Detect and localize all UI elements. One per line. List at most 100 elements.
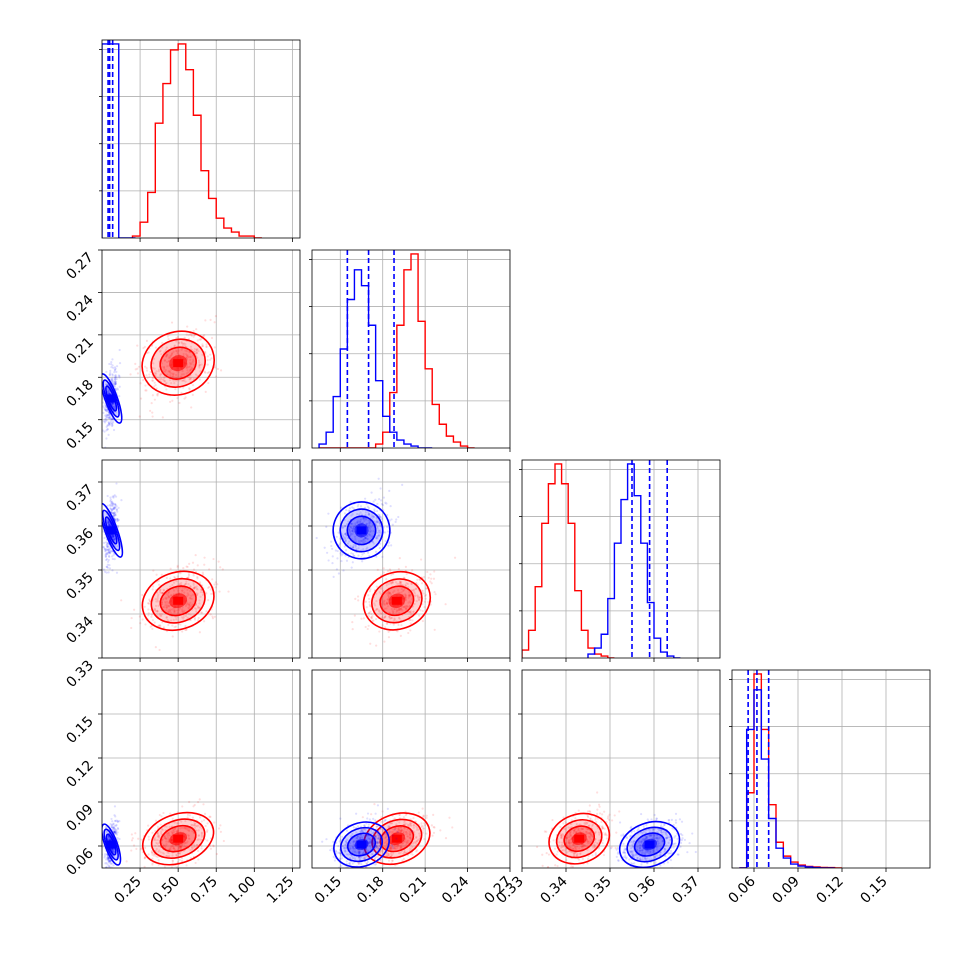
scatter-point — [212, 557, 215, 561]
scatter-point — [102, 420, 106, 423]
scatter-point — [352, 840, 355, 843]
scatter-point — [404, 595, 407, 599]
scatter-point — [367, 823, 370, 826]
scatter-point — [145, 367, 148, 370]
y-tick-label: 0.24 — [63, 292, 96, 325]
scatter-point — [112, 822, 115, 825]
scatter-point — [368, 600, 371, 604]
scatter-point — [184, 819, 187, 823]
scatter-point — [362, 851, 365, 855]
scatter-point — [146, 376, 149, 379]
scatter-point — [351, 529, 354, 533]
scatter-point — [165, 597, 168, 600]
scatter-point — [648, 850, 652, 853]
scatter-point — [610, 846, 613, 849]
scatter-point — [190, 597, 193, 600]
scatter-point — [359, 519, 362, 522]
scatter-point — [388, 822, 392, 825]
scatter-point — [166, 610, 170, 613]
scatter-point — [113, 366, 117, 369]
scatter-point — [390, 607, 393, 611]
contour-series-0 — [548, 812, 611, 865]
scatter-point — [354, 522, 357, 525]
scatter-point — [569, 839, 572, 842]
scatter-point — [176, 865, 179, 868]
scatter-point — [406, 605, 409, 609]
scatter-point — [350, 566, 353, 569]
scatter-point — [551, 818, 554, 822]
scatter-point — [118, 376, 121, 379]
scatter-point — [545, 851, 548, 855]
scatter-point — [357, 547, 360, 550]
histogram-series-1 — [587, 463, 681, 658]
scatter-point — [196, 843, 199, 847]
scatter-point — [165, 606, 168, 609]
scatter-point — [568, 832, 572, 835]
scatter-point — [196, 606, 199, 609]
scatter-point — [388, 593, 391, 596]
scatter-point — [547, 853, 551, 856]
scatter-point — [345, 523, 349, 526]
scatter-point — [402, 588, 406, 592]
scatter-point — [579, 852, 582, 855]
scatter-point — [103, 421, 107, 424]
scatter-point — [130, 616, 133, 620]
scatter-point — [358, 851, 361, 854]
scatter-point — [351, 522, 354, 526]
scatter-point — [375, 644, 378, 647]
scatter-point — [193, 616, 196, 620]
scatter-point — [164, 596, 167, 599]
scatter-point — [108, 416, 111, 420]
y-tick-label: 0.18 — [63, 377, 96, 410]
scatter-point — [412, 610, 415, 613]
scatter-point — [410, 582, 413, 585]
scatter-point — [167, 369, 170, 373]
scatter-point — [214, 581, 217, 584]
scatter-point — [597, 839, 600, 842]
scatter-point — [574, 846, 577, 849]
scatter-point — [171, 372, 174, 375]
scatter-point — [206, 358, 209, 362]
scatter-point — [190, 846, 193, 849]
scatter-point — [407, 824, 410, 827]
panel-content — [312, 460, 510, 658]
scatter-point — [185, 580, 188, 583]
scatter-point — [421, 825, 425, 828]
scatter-point — [105, 558, 108, 562]
scatter-point — [595, 820, 598, 824]
scatter-point — [164, 369, 168, 372]
scatter-point — [341, 844, 344, 848]
scatter-point — [375, 592, 378, 595]
scatter-point — [108, 550, 111, 553]
scatter-point — [580, 828, 583, 831]
scatter-point — [192, 360, 195, 363]
x-tick-label: 0.21 — [397, 874, 430, 907]
scatter-point — [187, 834, 190, 837]
scatter-point — [139, 622, 142, 625]
scatter-point — [147, 602, 151, 605]
scatter-point — [383, 603, 386, 606]
scatter-point — [112, 826, 115, 829]
scatter-point — [341, 553, 344, 556]
scatter-point — [590, 830, 593, 834]
scatter-point — [182, 610, 185, 613]
scatter-point — [591, 823, 595, 826]
scatter-point — [670, 852, 673, 855]
scatter-point — [185, 603, 188, 606]
scatter-point — [425, 587, 428, 590]
scatter-point — [114, 503, 117, 507]
scatter-point — [355, 548, 358, 551]
scatter-point — [403, 840, 406, 843]
scatter-point — [368, 512, 371, 516]
scatter-point — [669, 839, 672, 842]
scatter-point — [109, 420, 112, 423]
scatter-point — [572, 851, 575, 854]
scatter-point — [201, 344, 204, 348]
scatter-point — [198, 365, 201, 368]
y-tick-label: 0.35 — [63, 570, 96, 603]
scatter-point — [570, 834, 573, 837]
scatter-point — [108, 864, 111, 867]
scatter-point — [113, 831, 116, 834]
scatter-point — [187, 334, 190, 337]
